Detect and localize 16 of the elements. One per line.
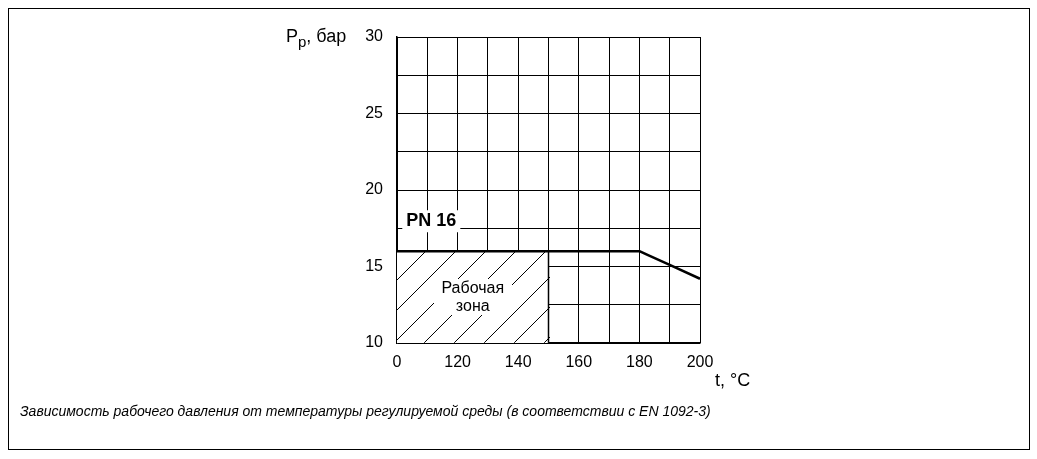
- series-label: Рабочая зона: [433, 279, 512, 316]
- x-tick-label: 120: [444, 353, 472, 371]
- y-tick-label: 10: [365, 333, 384, 351]
- y-axis-title: P$_{p}$, бар: [286, 26, 347, 50]
- x-axis-title: t, °C: [715, 370, 751, 391]
- text: Зависимость рабочего давления от температуры регулируемой среды (в соответствии с EN 1092-3): [20, 403, 711, 419]
- y-tick-label: 30: [365, 27, 384, 45]
- series-label: PN 16: [406, 210, 457, 231]
- x-tick-label: 180: [626, 353, 653, 371]
- x-tick-label: 160: [565, 353, 593, 371]
- y-tick-label: 25: [365, 103, 384, 121]
- x-tick-label: 200: [686, 353, 714, 371]
- x-tick-label: 140: [504, 353, 532, 371]
- x-tick-label: 0: [392, 353, 402, 371]
- y-tick-label: 15: [365, 256, 384, 274]
- y-tick-label: 20: [365, 180, 384, 198]
